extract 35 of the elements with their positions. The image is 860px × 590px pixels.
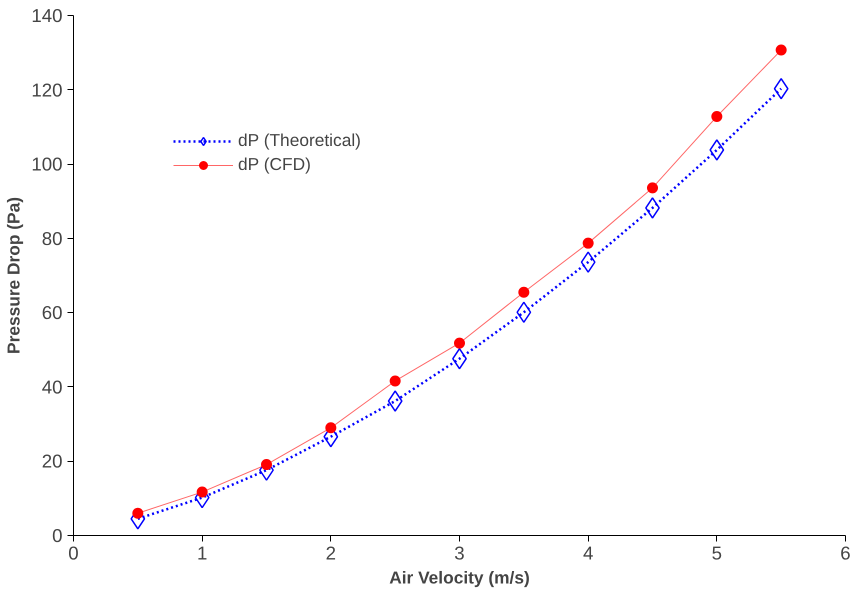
y-tick-label: 0 (52, 525, 63, 546)
y-tick-label: 40 (42, 376, 63, 398)
point (582, 238, 594, 249)
y-axis-title: Pressure Drop (Pa) (3, 197, 24, 354)
y-tick-label: 100 (31, 154, 63, 175)
y-tick-label: 140 (31, 5, 63, 26)
point (388, 390, 403, 412)
x-tick-label: 0 (68, 542, 79, 564)
y-tick-label: 120 (31, 79, 63, 100)
point (709, 139, 724, 161)
point (580, 251, 596, 273)
point (132, 508, 144, 519)
y-tick-label: 20 (42, 450, 63, 472)
point (776, 44, 787, 56)
point (647, 182, 658, 194)
y-tick-label: 80 (42, 228, 63, 249)
point (325, 422, 336, 434)
x-tick-label: 2 (326, 542, 336, 564)
legend-label: dP (CFD) (238, 154, 311, 175)
x-tick-label: 5 (712, 542, 722, 564)
point (516, 302, 532, 324)
point (454, 338, 465, 349)
point (261, 459, 272, 470)
y-tick-label: 60 (42, 302, 63, 324)
x-tick-label: 6 (840, 542, 851, 564)
x-tick-label: 3 (454, 542, 465, 564)
point (196, 486, 208, 498)
point (711, 111, 722, 122)
legend-label: dP (Theoretical) (238, 130, 361, 151)
point (774, 78, 789, 100)
x-tick-label: 4 (582, 542, 594, 564)
point (390, 375, 401, 386)
x-tick-label: 1 (196, 542, 208, 564)
x-axis-title: Air Velocity (m/s) (389, 568, 530, 588)
point (518, 286, 530, 298)
